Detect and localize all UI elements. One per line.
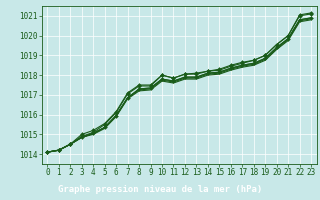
Text: Graphe pression niveau de la mer (hPa): Graphe pression niveau de la mer (hPa) [58, 185, 262, 194]
